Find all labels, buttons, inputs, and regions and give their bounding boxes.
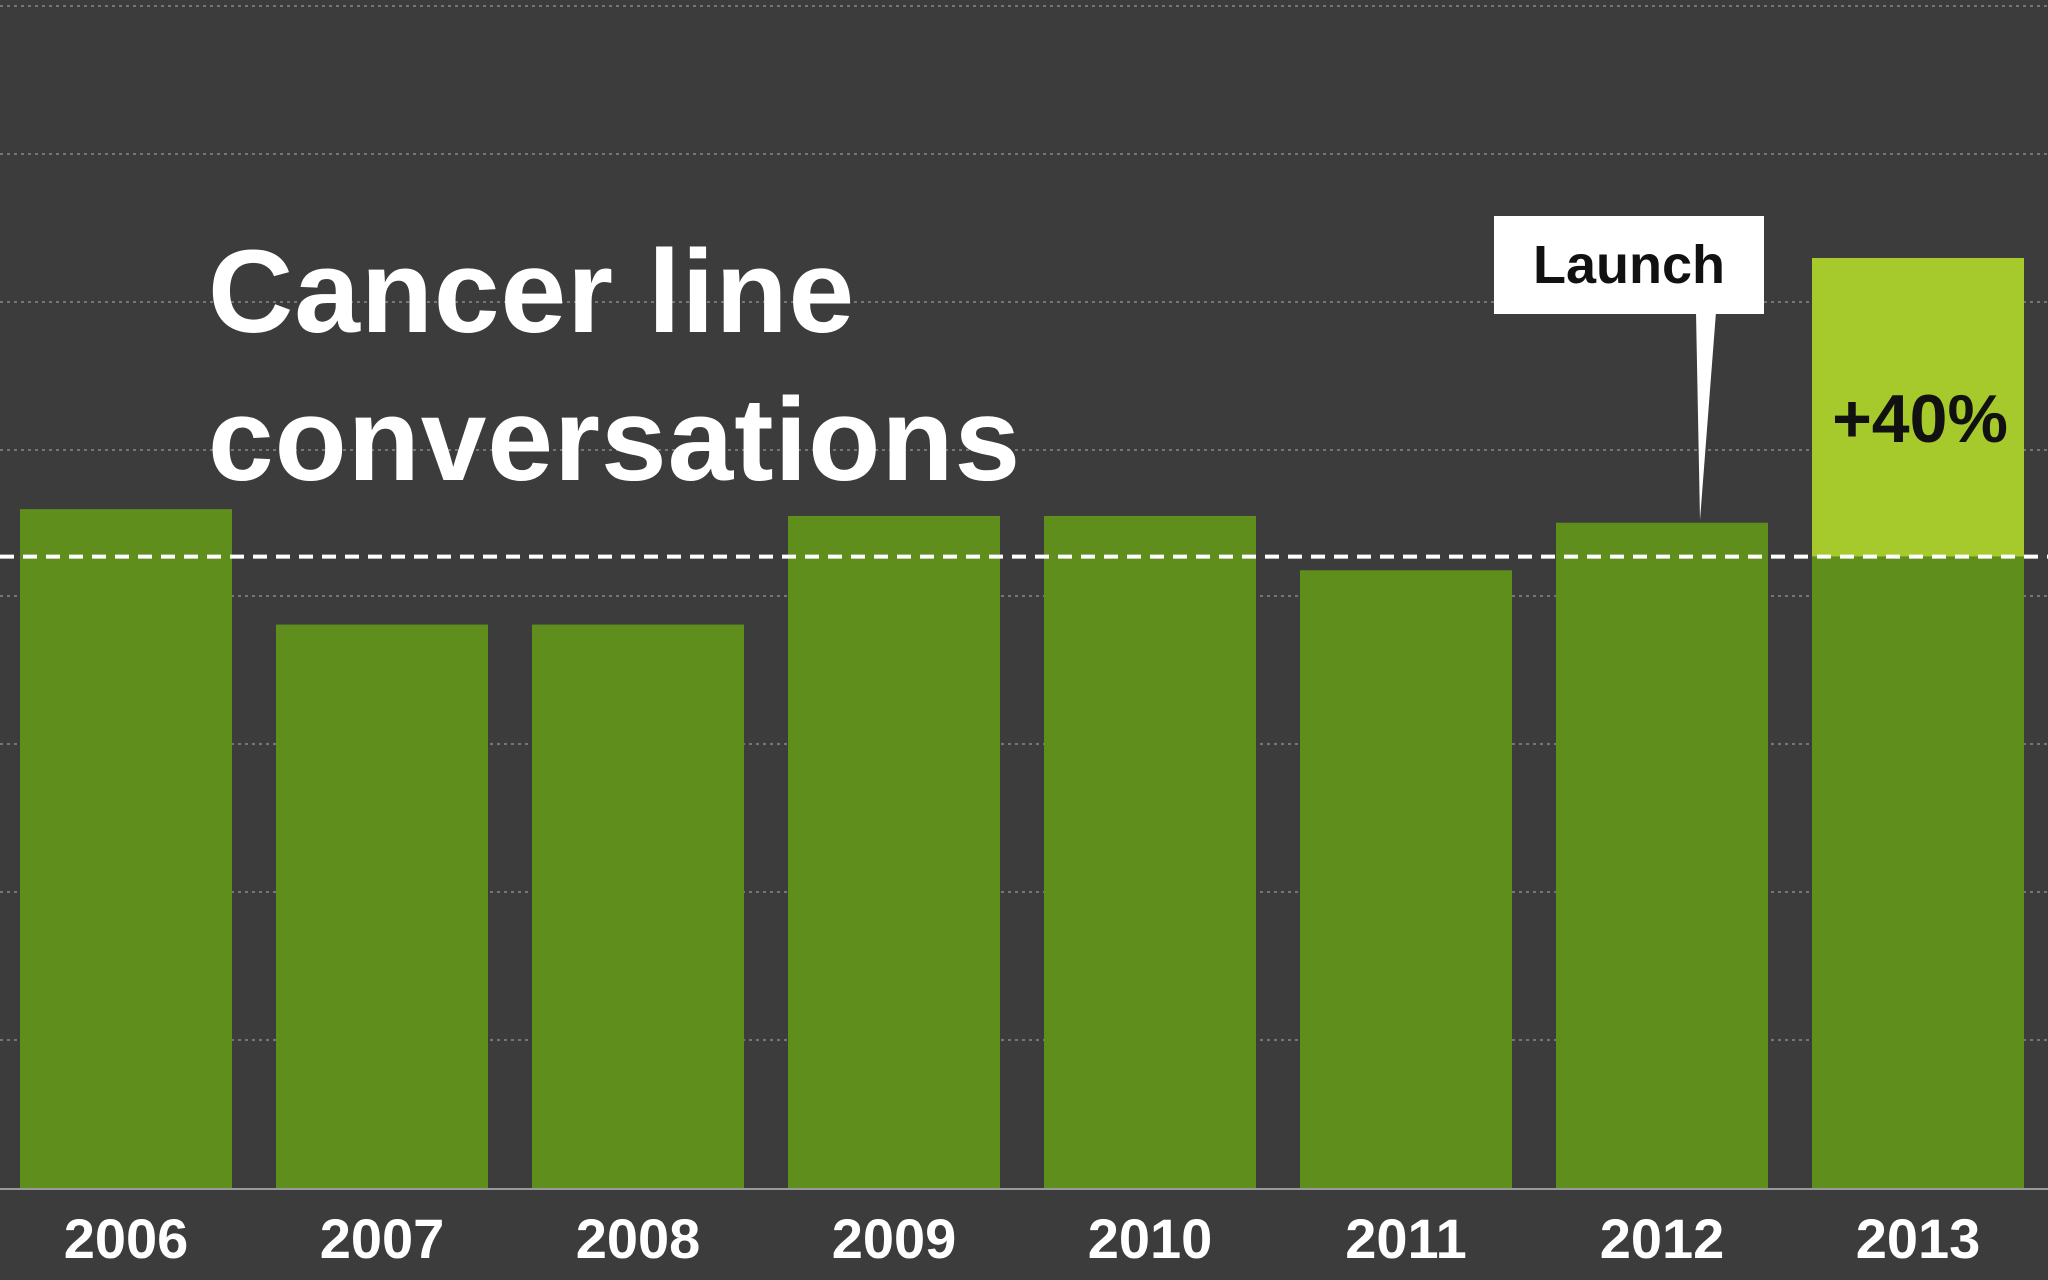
x-tick-label-2012: 2012 xyxy=(1600,1207,1725,1270)
launch-pointer xyxy=(1696,312,1716,520)
x-tick-label-2011: 2011 xyxy=(1345,1207,1467,1270)
chart-title: Cancer line conversations xyxy=(208,218,1021,514)
x-tick-label-2008: 2008 xyxy=(576,1207,701,1270)
x-tick-label-2013: 2013 xyxy=(1856,1207,1981,1270)
chart-title-line-2: conversations xyxy=(208,374,1022,506)
chart-title-line-1: Cancer line xyxy=(208,226,856,358)
bar-2007 xyxy=(276,624,488,1188)
bar-2012 xyxy=(1556,522,1768,1188)
x-tick-label-2006: 2006 xyxy=(64,1207,189,1270)
bar-2013 xyxy=(1812,556,2024,1188)
x-tick-label-2007: 2007 xyxy=(320,1207,445,1270)
launch-callout: Launch xyxy=(1494,216,1764,520)
x-tick-label-2010: 2010 xyxy=(1088,1207,1213,1270)
x-tick-label-2009: 2009 xyxy=(832,1207,957,1270)
bar-2009 xyxy=(788,515,1000,1188)
launch-label: Launch xyxy=(1494,216,1764,314)
bar-2010 xyxy=(1044,515,1256,1188)
bar-2013-increase xyxy=(1812,257,2024,557)
bar-2008 xyxy=(532,624,744,1188)
highlight-percent-label: +40% xyxy=(1832,381,2008,457)
bar-2011 xyxy=(1300,570,1512,1188)
bar-2006 xyxy=(20,509,232,1189)
